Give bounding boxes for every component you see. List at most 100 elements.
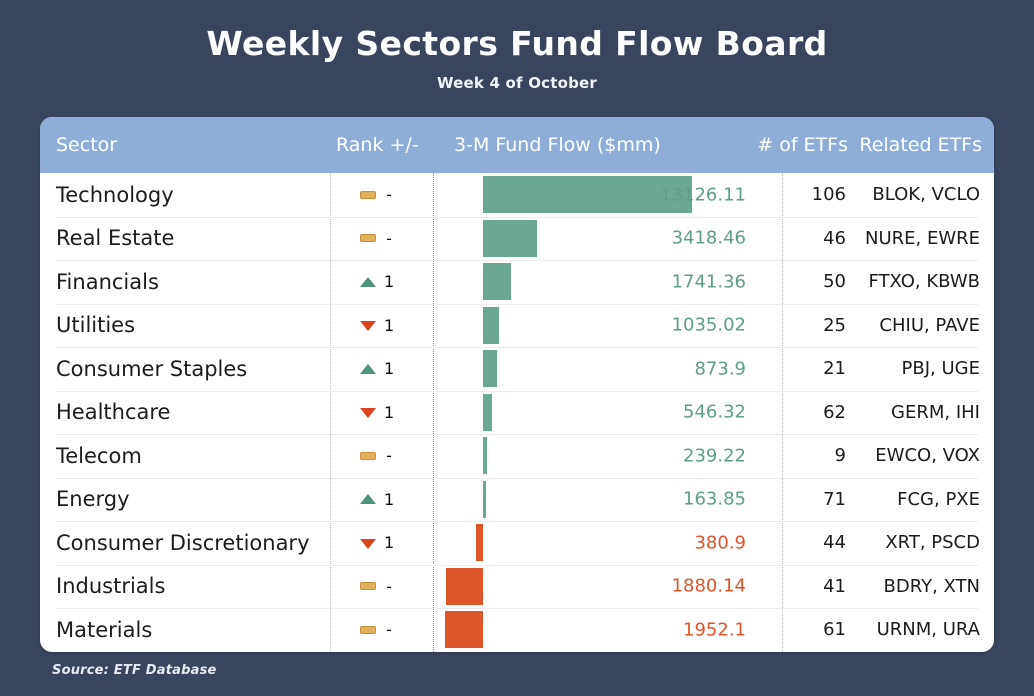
rank-delta-value: 1 — [384, 533, 395, 553]
rank-delta-value: - — [386, 228, 392, 248]
related-etfs-value: GERM, IHI — [891, 401, 980, 423]
column-header-flow[interactable]: 3-M Fund Flow ($mm) — [454, 134, 661, 156]
fund-flow-bar — [483, 437, 487, 474]
sector-cell: Energy — [40, 487, 332, 511]
fund-flow-cell: 1741.36 — [442, 260, 754, 304]
rank-cell: 1 — [332, 316, 442, 335]
etf-count-value: 62 — [823, 401, 846, 423]
sector-name: Industrials — [56, 574, 166, 599]
fund-flow-value: 3418.46 — [671, 227, 746, 249]
fund-flow-cell: 239.22 — [442, 434, 754, 478]
table-row[interactable]: Healthcare 1 546.32 62 GERM, IHI — [40, 390, 994, 435]
table-row[interactable]: Real Estate - 3418.46 46 NURE, EWRE — [40, 216, 994, 261]
fund-flow-bar — [445, 611, 483, 648]
table-row[interactable]: Utilities 1 1035.02 25 CHIU, PAVE — [40, 303, 994, 348]
etf-count-value: 50 — [823, 271, 846, 293]
flat-rank-icon — [360, 188, 377, 202]
column-header-etf-count[interactable]: # of ETFs — [757, 134, 848, 156]
sector-cell: Materials — [40, 618, 332, 642]
bar-track: 163.85 — [442, 478, 754, 522]
column-header-sector[interactable]: Sector — [56, 134, 118, 156]
down-rank-icon — [360, 405, 377, 419]
fund-flow-bar — [475, 524, 483, 561]
page-subtitle: Week 4 of October — [436, 74, 598, 93]
fund-flow-cell: 1035.02 — [442, 304, 754, 348]
rank-delta-value: 1 — [384, 315, 395, 335]
sector-name: Healthcare — [56, 400, 171, 425]
rank-delta-value: - — [386, 446, 392, 466]
sector-cell: Utilities — [40, 313, 332, 337]
fund-flow-value: 1035.02 — [671, 314, 746, 336]
table-header-row: Sector Rank +/- 3-M Fund Flow ($mm) # of… — [40, 117, 994, 173]
source-note: Source: ETF Database — [52, 663, 217, 678]
table-row[interactable]: Industrials - 1880.14 41 BDRY, XTN — [40, 564, 994, 609]
etf-count-value: 46 — [823, 227, 846, 249]
related-etfs-value: FCG, PXE — [897, 488, 980, 510]
related-etfs-value: PBJ, UGE — [901, 358, 980, 380]
sector-cell: Technology — [40, 183, 332, 207]
etf-count-value: 44 — [823, 532, 846, 554]
etf-count-cell: 71 — [754, 489, 856, 510]
sector-name: Financials — [56, 269, 159, 294]
table-row[interactable]: Technology - 13126.11 106 BLOK, VCLO — [40, 173, 994, 217]
rank-delta-value: 1 — [384, 489, 395, 509]
table-row[interactable]: Energy 1 163.85 71 FCG, PXE — [40, 477, 994, 522]
etf-count-value: 61 — [823, 619, 846, 641]
etf-count-cell: 106 — [754, 184, 856, 205]
related-etfs-cell: CHIU, PAVE — [856, 315, 994, 336]
rank-cell: - — [332, 577, 442, 596]
related-etfs-cell: FTXO, KBWB — [856, 271, 994, 292]
fund-flow-cell: 13126.11 — [442, 173, 754, 217]
bar-track: 1741.36 — [442, 260, 754, 304]
sector-name: Energy — [56, 487, 130, 512]
up-rank-icon — [360, 492, 377, 506]
fund-flow-bar — [483, 176, 692, 213]
bar-track: 1035.02 — [442, 304, 754, 348]
flat-rank-icon — [360, 579, 377, 593]
sector-cell: Industrials — [40, 574, 332, 598]
sector-table-card: Sector Rank +/- 3-M Fund Flow ($mm) # of… — [40, 117, 994, 652]
fund-flow-cell: 546.32 — [442, 391, 754, 435]
page-title: Weekly Sectors Fund Flow Board — [206, 24, 828, 63]
etf-count-cell: 25 — [754, 315, 856, 336]
bar-track: 239.22 — [442, 434, 754, 478]
flat-rank-icon — [360, 231, 377, 245]
related-etfs-cell: NURE, EWRE — [856, 228, 994, 249]
table-row[interactable]: Telecom - 239.22 9 EWCO, VOX — [40, 434, 994, 478]
rank-cell: 1 — [332, 359, 442, 378]
column-header-related-etfs[interactable]: Related ETFs — [859, 134, 982, 156]
fund-flow-cell: 873.9 — [442, 347, 754, 391]
table-row[interactable]: Consumer Staples 1 873.9 21 PBJ, UGE — [40, 347, 994, 391]
related-etfs-cell: FCG, PXE — [856, 489, 994, 510]
etf-count-value: 41 — [823, 575, 846, 597]
fund-flow-bar — [446, 567, 483, 605]
etf-count-value: 71 — [823, 488, 846, 510]
related-etfs-cell: PBJ, UGE — [856, 358, 994, 379]
fund-flow-value: 239.22 — [683, 445, 746, 467]
rank-delta-value: 1 — [384, 272, 395, 292]
column-header-rank[interactable]: Rank +/- — [336, 134, 419, 156]
fund-flow-cell: 1880.14 — [442, 565, 754, 609]
sector-name: Consumer Staples — [56, 356, 248, 381]
related-etfs-value: FTXO, KBWB — [868, 271, 980, 293]
rank-cell: - — [332, 446, 442, 465]
sector-name: Telecom — [56, 443, 142, 468]
related-etfs-cell: BDRY, XTN — [856, 576, 994, 597]
table-row[interactable]: Financials 1 1741.36 50 FTXO, KBWB — [40, 260, 994, 304]
rank-cell: - — [332, 620, 442, 639]
bar-track: 13126.11 — [442, 173, 754, 217]
etf-count-cell: 9 — [754, 445, 856, 466]
fund-flow-cell: 3418.46 — [442, 217, 754, 261]
rank-cell: 1 — [332, 490, 442, 509]
fund-flow-value: 1880.14 — [671, 575, 746, 597]
down-rank-icon — [360, 536, 377, 550]
up-rank-icon — [360, 362, 377, 376]
sector-name: Technology — [56, 182, 174, 207]
sector-cell: Healthcare — [40, 400, 332, 424]
rank-delta-value: - — [386, 620, 392, 640]
rank-delta-value: - — [386, 576, 392, 596]
table-row[interactable]: Materials - 1952.1 61 URNM, URA — [40, 608, 994, 652]
table-row[interactable]: Consumer Discretionary 1 380.9 44 XRT, PSCD — [40, 521, 994, 565]
related-etfs-cell: XRT, PSCD — [856, 532, 994, 553]
bar-track: 873.9 — [442, 347, 754, 391]
